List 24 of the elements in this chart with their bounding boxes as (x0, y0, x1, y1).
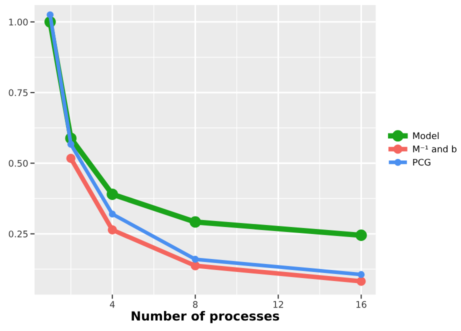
point (106, 188, 118, 200)
point (356, 230, 367, 241)
point (356, 276, 366, 286)
point (190, 216, 201, 228)
y-tick-label: 0.75 (8, 89, 28, 96)
legend-label: Model (413, 132, 439, 140)
y-tick-label: 1.00 (9, 18, 28, 26)
y-tick-label: 0.50 (8, 160, 28, 167)
point (358, 271, 365, 278)
x-tick-label: 16 (356, 301, 366, 308)
point (108, 210, 116, 218)
x-tick-label: 12 (273, 301, 284, 308)
point (190, 261, 200, 270)
x-tick-label: 4 (110, 301, 115, 308)
x-tick-label: 8 (193, 301, 198, 308)
point (46, 11, 54, 18)
x-axis-title: Number of processes (132, 310, 280, 324)
legend-label: PCG (413, 158, 430, 166)
point (192, 256, 199, 263)
y-tick-label: 0.25 (8, 230, 28, 238)
point (66, 154, 76, 163)
point (67, 140, 74, 148)
legend-label: M⁻¹ and b (413, 145, 456, 152)
point (108, 225, 117, 234)
